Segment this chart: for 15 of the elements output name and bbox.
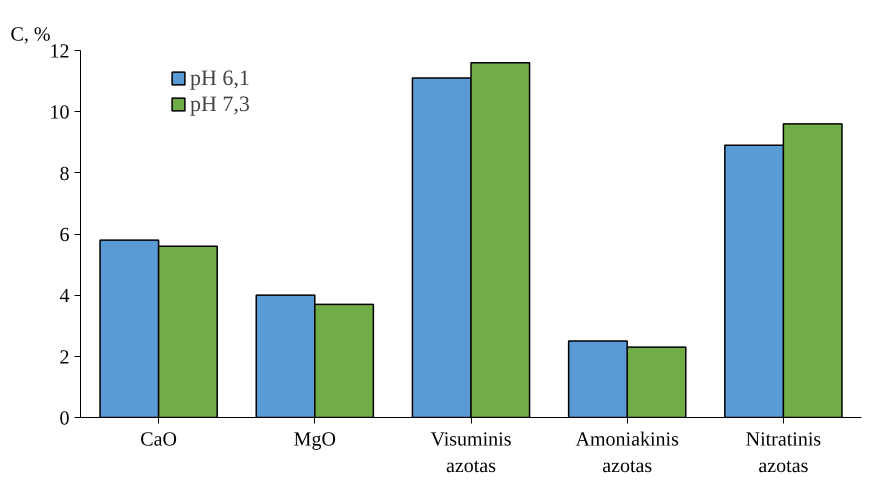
legend-label: pH 7,3 (190, 91, 250, 117)
legend-label: pH 6,1 (190, 65, 250, 91)
x-tick-label: MgO (294, 428, 336, 450)
y-tick-label: 12 (50, 40, 70, 62)
y-tick-label: 4 (60, 285, 70, 308)
x-tick-label: Visuminis azotas (430, 428, 512, 477)
y-tick-label: 8 (60, 162, 70, 185)
x-tick-label: Nitratinis azotas (746, 428, 822, 477)
y-tick-label: 0 (60, 408, 70, 430)
y-tick-label: 2 (60, 346, 70, 368)
y-tick-label: 10 (50, 102, 70, 124)
y-tick-label: 6 (60, 224, 70, 246)
x-tick-label: Amoniakinis azotas (576, 428, 680, 477)
y-axis-title: C, % (10, 24, 50, 46)
x-tick-label: CaO (140, 428, 177, 450)
